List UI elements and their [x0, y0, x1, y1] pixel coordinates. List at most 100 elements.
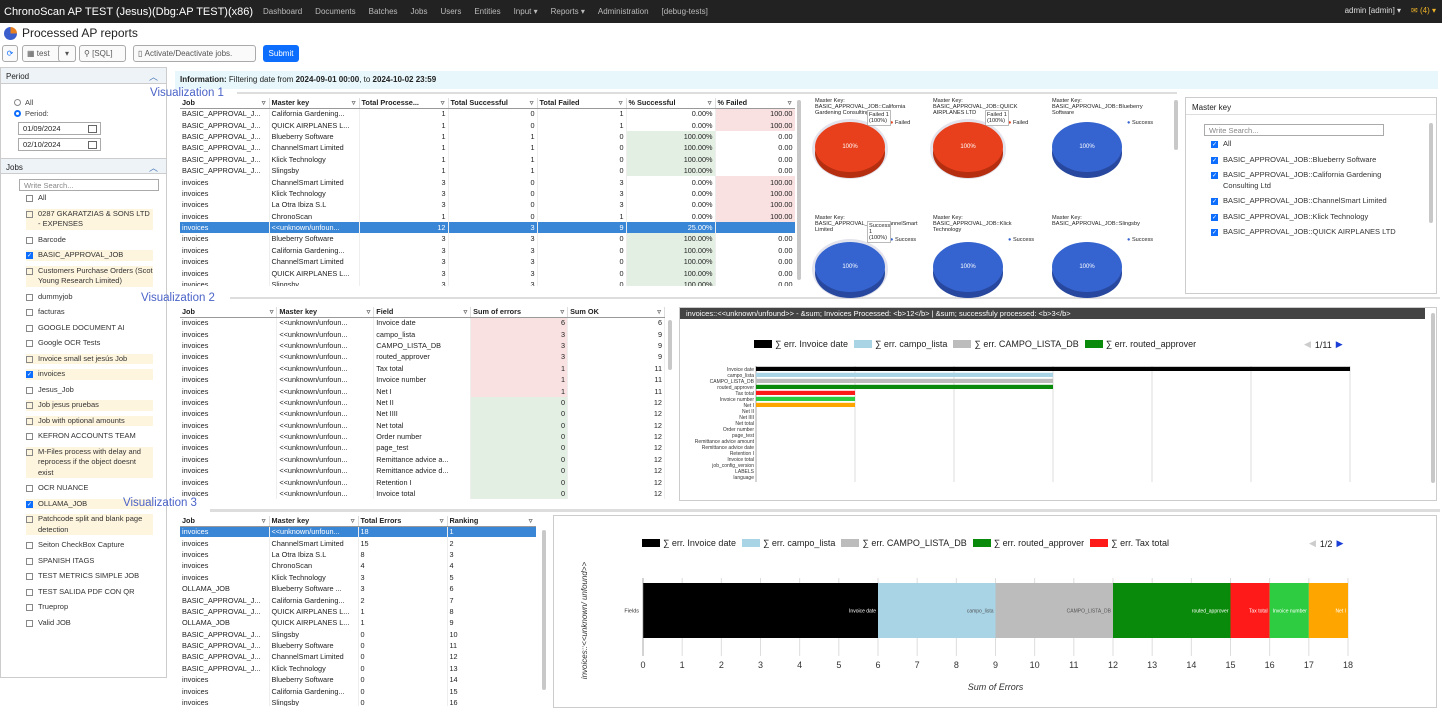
job-checkbox[interactable]: ✓ — [26, 252, 33, 259]
job-checkbox[interactable] — [26, 542, 33, 549]
master-key-item[interactable]: ✓ BASIC_APPROVAL_JOB::Klick Technology — [1211, 211, 1369, 221]
table-row[interactable]: invoices <<unknown/unfoun... campo_lista 3 9 — [180, 328, 665, 340]
table-row[interactable]: invoices <<unknown/unfoun... Invoice total… — [180, 487, 665, 499]
column-header[interactable]: Ranking — [447, 516, 536, 527]
column-header[interactable]: Master key — [276, 307, 375, 318]
column-header[interactable]: Master key — [269, 516, 359, 527]
table-row[interactable]: invoices <<unknown/unfoun... 12 3 9 25.00% — [180, 221, 795, 234]
job-item[interactable]: ✓ invoices — [26, 369, 153, 380]
table-row[interactable]: invoices <<unknown/unfoun... Remittance ad… — [180, 465, 665, 477]
job-checkbox[interactable] — [26, 236, 33, 244]
job-checkbox[interactable] — [26, 619, 33, 627]
job-item[interactable]: 0287 GKARATZIAS & SONS LTD - EXPENSES — [26, 208, 153, 230]
job-checkbox[interactable] — [26, 340, 33, 347]
table-row[interactable]: BASIC_APPROVAL_J... Blueberry Software 0 11 — [180, 639, 536, 652]
nav-reports[interactable]: Reports ▾ — [550, 7, 585, 16]
job-checkbox[interactable] — [26, 293, 33, 301]
table-row[interactable]: invoices Blueberry Software 0 14 — [180, 674, 536, 686]
column-header[interactable]: Sum OK — [567, 307, 665, 318]
table-row[interactable]: invoices ChannelSmart Limited 3 0 3 0.00% 100.… — [180, 176, 795, 188]
table-row[interactable]: invoices <<unknown/unfoun... Net II 0 12 — [180, 396, 665, 409]
master-key-item[interactable]: ✓ BASIC_APPROVAL_JOB::QUICK AIRPLANES LTD — [1211, 227, 1396, 236]
jobs-search-input[interactable]: Write Search... — [19, 179, 159, 191]
job-checkbox[interactable] — [26, 267, 33, 275]
job-item[interactable]: Barcode — [26, 235, 153, 246]
next-page-button[interactable]: ▶ — [1335, 339, 1343, 349]
column-header[interactable]: % Successful — [626, 98, 716, 109]
job-checkbox[interactable]: ✓ — [26, 500, 33, 508]
job-item[interactable]: TEST SALIDA PDF CON QR — [26, 587, 153, 598]
table-row[interactable]: BASIC_APPROVAL_J... Slingsby 1 1 0 100.00% 0.0… — [180, 164, 795, 177]
column-header[interactable]: Sum of errors — [470, 307, 569, 318]
job-checkbox[interactable] — [26, 402, 33, 409]
next-page-button[interactable]: ▶ — [1336, 538, 1344, 548]
table-row[interactable]: invoices <<unknown/unfoun... Net IIII 0 12 — [180, 408, 665, 420]
table-row[interactable]: invoices <<unknown/unfoun... page_test 0 12 — [180, 442, 665, 454]
job-item[interactable]: Valid JOB — [26, 618, 153, 629]
table-row[interactable]: invoices <<unknown/unfoun... Invoice date 6… — [180, 317, 665, 329]
legend-item[interactable]: ∑ err. CAMPO_LISTA_DB — [953, 339, 1079, 349]
table-row[interactable]: BASIC_APPROVAL_J... QUICK AIRPLANES L... 1… — [180, 605, 536, 618]
master-key-item[interactable]: ✓ All — [1211, 139, 1232, 148]
table-row[interactable]: invoices ChannelSmart Limited 3 3 0 100.00% 0.… — [180, 256, 795, 268]
master-key-checkbox[interactable]: ✓ — [1211, 213, 1218, 221]
calendar-icon[interactable] — [88, 125, 97, 133]
table-row[interactable]: invoices <<unknown/unfoun... Remittance ad… — [180, 453, 665, 466]
master-key-search-input[interactable]: Write Search... — [1204, 124, 1384, 136]
legend-item[interactable]: ∑ err. routed_approver — [1084, 339, 1196, 349]
table-row[interactable]: invoices Klick Technology 3 5 — [180, 571, 536, 583]
job-checkbox[interactable] — [26, 309, 33, 316]
table-row[interactable]: BASIC_APPROVAL_J... Klick Technology 0 13 — [180, 662, 536, 675]
table-row[interactable]: invoices QUICK AIRPLANES L... 3 3 0 100.00% 0.… — [180, 267, 795, 279]
submit-button[interactable]: Submit — [263, 45, 299, 62]
job-item[interactable]: All — [26, 193, 153, 204]
job-checkbox[interactable] — [26, 324, 33, 332]
legend-item[interactable]: ∑ err. campo_lista — [741, 538, 835, 548]
job-item[interactable]: SPANISH ITAGS — [26, 556, 153, 567]
table-row[interactable]: invoices <<unknown/unfoun... routed_approv… — [180, 351, 665, 363]
job-checkbox[interactable] — [26, 386, 33, 394]
job-item[interactable]: Customers Purchase Orders (Scot Young Re… — [26, 265, 153, 287]
table-row[interactable]: invoices <<unknown/unfoun... Order number 0… — [180, 430, 665, 443]
user-menu[interactable]: admin [admin] ▾ — [1344, 6, 1402, 15]
column-header[interactable]: Job — [180, 516, 270, 527]
legend-item[interactable]: ∑ err. Invoice date — [754, 339, 848, 349]
table-row[interactable]: BASIC_APPROVAL_J... ChannelSmart Limited 0… — [180, 651, 536, 663]
master-key-checkbox[interactable]: ✓ — [1211, 229, 1218, 236]
column-header[interactable]: Total Errors — [358, 516, 448, 527]
jobs-header[interactable]: Jobs ︿ — [1, 158, 166, 174]
nav-dashboard[interactable]: Dashboard — [263, 7, 303, 16]
table-row[interactable]: BASIC_APPROVAL_J... QUICK AIRPLANES L... 1… — [180, 119, 795, 131]
period-range-radio[interactable]: Period: — [14, 108, 166, 119]
job-item[interactable]: Invoice small set jesús Job — [26, 353, 153, 364]
table-row[interactable]: invoices <<unknown/unfoun... Net I 1 11 — [180, 385, 665, 397]
table-row[interactable]: invoices La Otra Ibiza S.L 3 0 3 0.00% 100.00 — [180, 199, 795, 211]
job-item[interactable]: Jesus_Job — [26, 385, 153, 396]
table-row[interactable]: BASIC_APPROVAL_J... California Gardening.… — [180, 108, 795, 120]
master-key-item[interactable]: ✓ BASIC_APPROVAL_JOB::California Gardenin… — [1211, 170, 1382, 190]
nav-debug-tests[interactable]: [debug-tests] — [661, 7, 708, 16]
date-from-input[interactable]: 01/09/2024 — [18, 122, 101, 135]
job-checkbox[interactable] — [26, 195, 33, 202]
period-header[interactable]: Period ︿ — [1, 68, 166, 84]
legend-item[interactable]: ∑ err. campo_lista — [853, 339, 947, 349]
master-key-item[interactable]: ✓ BASIC_APPROVAL_JOB::Blueberry Software — [1211, 154, 1377, 164]
table-row[interactable]: BASIC_APPROVAL_J... Klick Technology 1 1 0 10… — [180, 153, 795, 165]
legend-item[interactable]: ∑ err. routed_approver — [972, 538, 1084, 548]
job-item[interactable]: OCR NUANCE — [26, 483, 153, 494]
job-item[interactable]: M-Files process with delay and reprocess… — [26, 446, 153, 478]
period-all-radio[interactable]: All — [14, 97, 166, 108]
job-item[interactable]: Trueprop — [26, 602, 153, 613]
table-row[interactable]: invoices <<unknown/unfoun... 18 1 — [180, 526, 536, 538]
column-header[interactable]: Total Failed — [537, 98, 627, 109]
column-header[interactable]: Master key — [269, 98, 360, 109]
table-row[interactable]: invoices Slingsby 3 3 0 100.00% 0.00 — [180, 278, 795, 286]
job-checkbox[interactable] — [26, 557, 33, 565]
prev-page-button[interactable]: ◀ — [1309, 538, 1316, 548]
column-header[interactable]: Job — [180, 307, 278, 318]
nav-input[interactable]: Input ▾ — [513, 7, 538, 16]
master-key-checkbox[interactable]: ✓ — [1211, 172, 1218, 179]
master-key-checkbox[interactable]: ✓ — [1211, 141, 1218, 148]
nav-administration[interactable]: Administration — [597, 7, 649, 16]
